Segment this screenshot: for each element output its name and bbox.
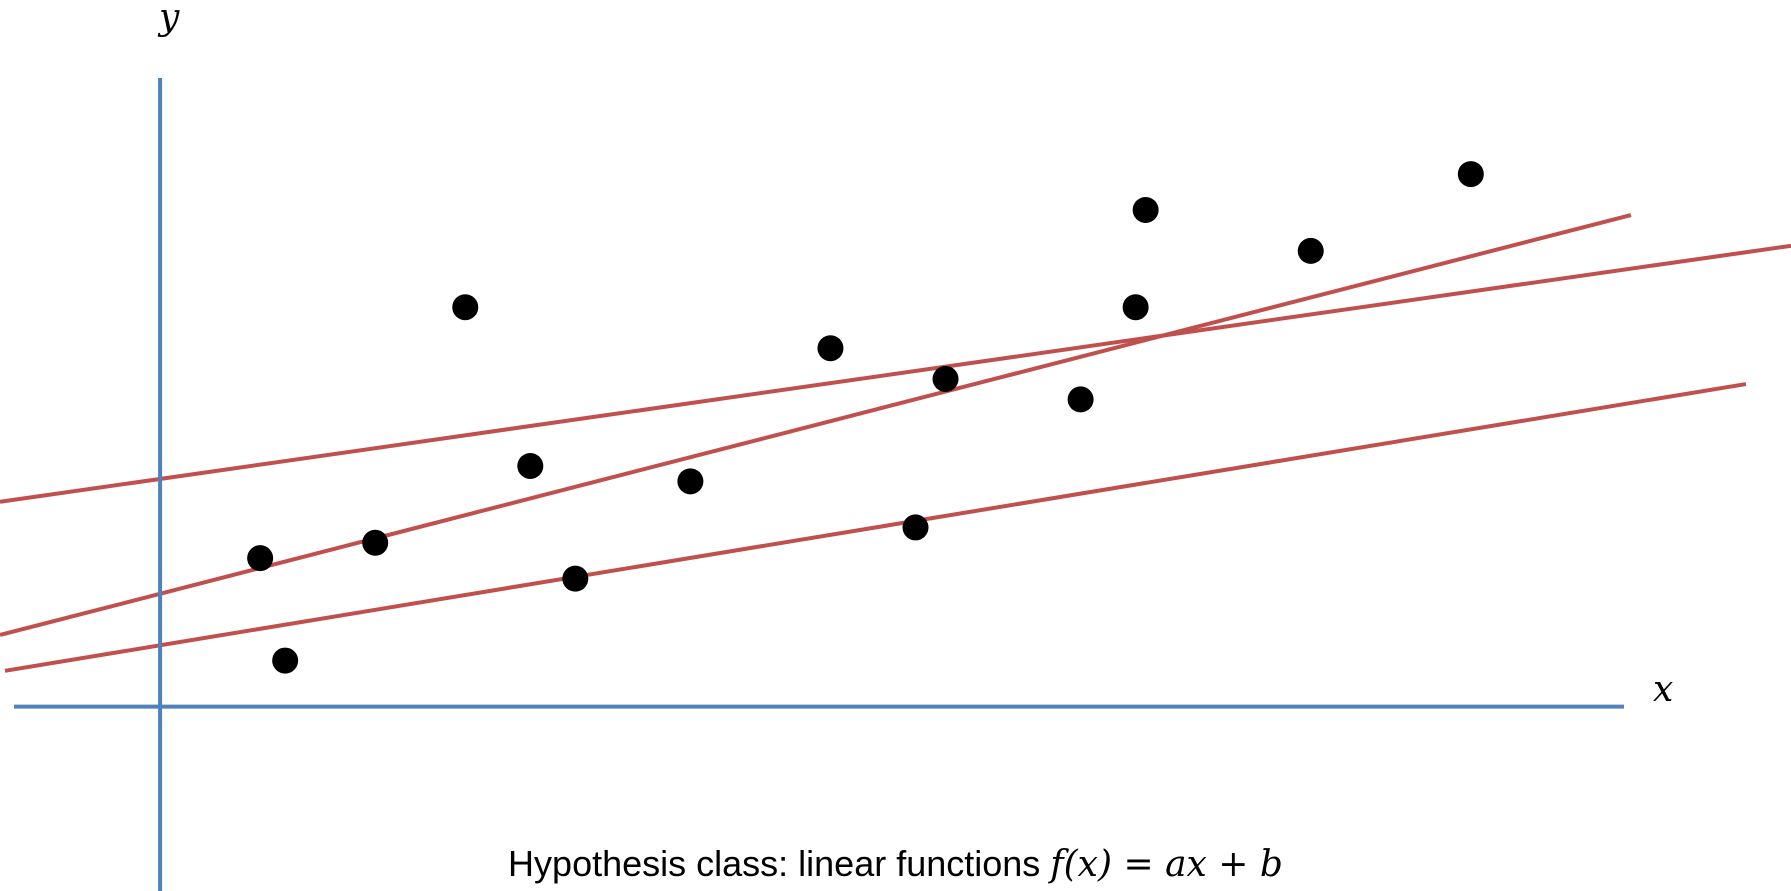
data-point-1 bbox=[247, 545, 274, 572]
x-axis-label: x bbox=[1653, 669, 1674, 710]
data-points bbox=[247, 161, 1484, 674]
data-point-8 bbox=[817, 335, 844, 362]
hypothesis-lines bbox=[0, 213, 1791, 673]
data-point-14 bbox=[1297, 237, 1324, 264]
caption: Hypothesis class: linear functions f(x) … bbox=[0, 842, 1791, 886]
data-point-6 bbox=[562, 565, 589, 592]
hypothesis-line-1 bbox=[0, 243, 1791, 504]
caption-text: Hypothesis class: linear functions bbox=[508, 843, 1051, 884]
y-axis-label: y bbox=[159, 0, 180, 38]
data-point-11 bbox=[1067, 386, 1094, 413]
data-point-2 bbox=[272, 647, 299, 674]
data-point-15 bbox=[1457, 161, 1484, 188]
axes bbox=[14, 78, 1624, 891]
data-point-7 bbox=[677, 468, 704, 495]
hypothesis-line-2 bbox=[0, 213, 1632, 637]
caption-formula: f(x) = ax + b bbox=[1050, 844, 1283, 885]
data-point-4 bbox=[452, 294, 479, 321]
data-point-10 bbox=[932, 365, 959, 392]
data-point-12 bbox=[1122, 294, 1149, 321]
data-point-13 bbox=[1132, 196, 1159, 223]
data-point-3 bbox=[362, 529, 389, 556]
data-point-9 bbox=[902, 514, 929, 541]
data-point-5 bbox=[517, 452, 544, 479]
hypothesis-line-3 bbox=[4, 382, 1747, 673]
